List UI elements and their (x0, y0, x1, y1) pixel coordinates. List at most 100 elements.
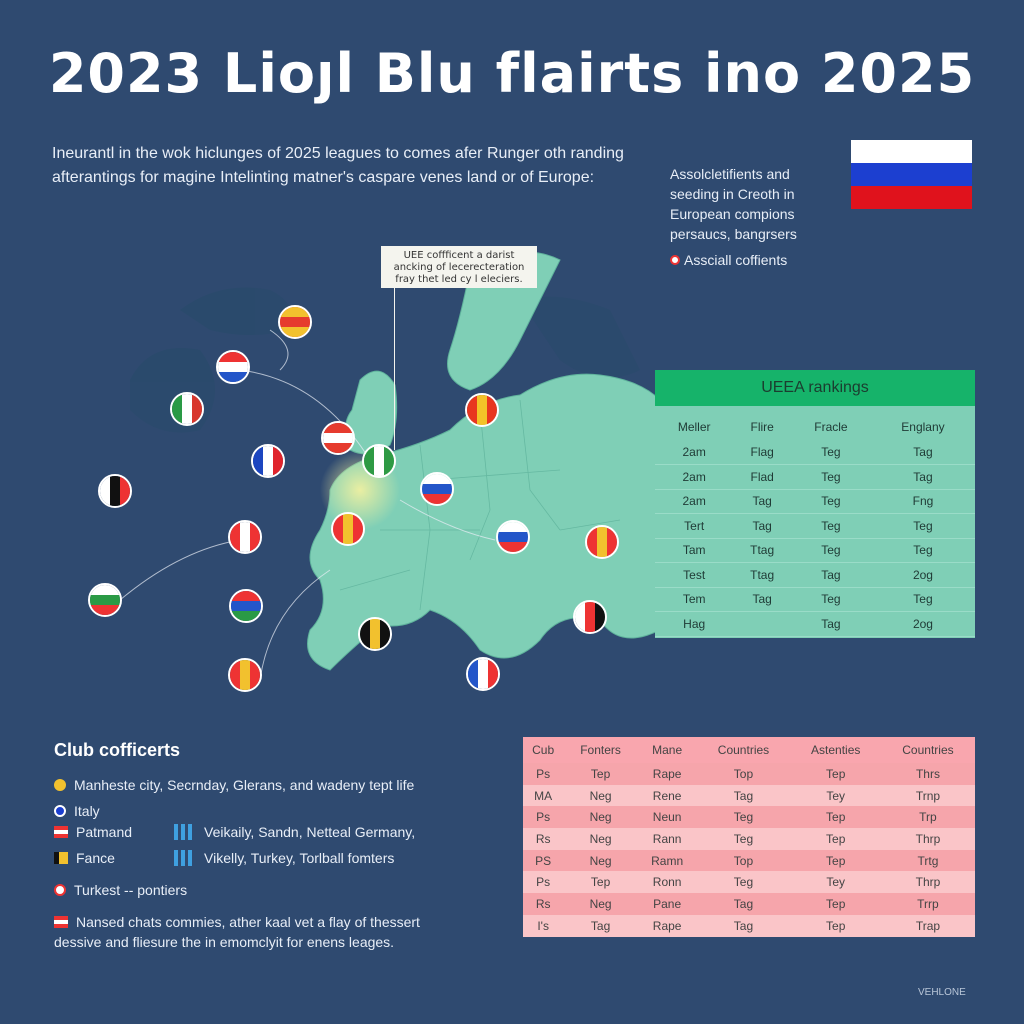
table-cell: Top (696, 763, 791, 785)
europe-map (119, 251, 660, 681)
table-cell: Neg (563, 893, 638, 915)
russia-badge (496, 520, 530, 554)
column-header: Astenties (790, 737, 881, 763)
list-item: Italy (54, 798, 494, 824)
table-cell: Ps (523, 871, 564, 894)
table-row: PS Neg Ramn Top Tep Trtg (523, 849, 975, 872)
list-item: Patmand Veikaily, Sandn, Netteal Germany… (54, 824, 494, 840)
table-cell: Tag (790, 611, 871, 637)
legend-dot-icon (670, 255, 680, 265)
table-cell: Flad (733, 464, 791, 490)
table-cell: 2am (655, 489, 734, 514)
side-legend: Assciall coffients (670, 252, 787, 268)
club-badge (465, 393, 499, 427)
table-cell: Ps (523, 806, 564, 829)
column-header: Countries (696, 737, 791, 763)
club-table-panel: Cub Fonters Mane Countries Astenties Cou… (523, 737, 975, 937)
table-cell: Tep (790, 914, 881, 937)
table-cell: Rene (637, 784, 697, 807)
intro-line: Ineurantl in the wok hiclunges of 2025 l… (52, 145, 624, 162)
club-badge (321, 421, 355, 455)
column-header: Fonters (563, 737, 638, 763)
table-cell: Tag (870, 440, 975, 465)
table-cell: Teg (696, 828, 791, 850)
table-cell: Teg (790, 538, 871, 563)
table-cell: Tey (790, 784, 881, 807)
table-cell: Tag (733, 513, 791, 539)
list-item-label: Italy (74, 803, 100, 819)
table-cell: Teg (870, 587, 975, 612)
table-cell: Teg (696, 871, 791, 894)
table-cell: Tag (790, 562, 871, 588)
club-badge (170, 392, 204, 426)
rankings-panel: UEEA rankings Meller Flire Fracle Englan… (655, 370, 975, 638)
list-item-label: Patmand (76, 824, 133, 840)
table-cell: Tep (790, 806, 881, 829)
column-header: Meller (677, 420, 711, 434)
table-cell: Flag (733, 440, 791, 465)
table-row: Ps Neg Neun Teg Tep Trp (523, 806, 975, 829)
table-cell: Neun (637, 806, 697, 829)
table-cell: Tep (790, 828, 881, 850)
table-cell: Hag (655, 611, 734, 637)
side-legend-label: Assciall coffients (684, 252, 788, 268)
bars-icon (174, 850, 192, 866)
table-cell: Trrp (880, 893, 975, 915)
table-cell: Tag (696, 893, 791, 915)
table-row: 2am Tag Teg Fng (655, 489, 975, 514)
table-cell: Test (655, 562, 734, 588)
footer-mark: VEHLONE (918, 987, 966, 998)
club-badge (98, 474, 132, 508)
table-row: Rs Neg Rann Teg Tep Thrp (523, 828, 975, 850)
flag-icon (54, 916, 68, 928)
paragraph-line: Nansed chats commies, ather kaal vet a f… (76, 914, 420, 930)
table-cell: 2og (870, 562, 975, 588)
table-cell: Teg (790, 513, 871, 539)
table-cell: Teg (790, 587, 871, 612)
club-badge (228, 520, 262, 554)
table-cell: Tep (790, 893, 881, 915)
club-badge (362, 444, 396, 478)
club-dot-icon (54, 884, 66, 896)
list-item-label: Fance (76, 850, 115, 866)
intro-line: afterantings for magine Intelinting matn… (52, 169, 595, 186)
table-cell: Thrp (880, 828, 975, 850)
table-cell: 2am (655, 464, 734, 490)
map-callout: UEE coffficent a darist ancking of lecer… (381, 246, 537, 288)
table-cell: Ronn (637, 871, 697, 894)
table-cell: Rape (637, 914, 697, 937)
table-row: Hag Tag 2og (655, 611, 975, 637)
column-header: Englany (901, 420, 945, 434)
rankings-heading: UEEA rankings (655, 370, 975, 406)
club-section-title: Club cofficerts (54, 740, 181, 760)
club-badge (420, 472, 454, 506)
table-cell: Rs (523, 893, 564, 915)
table-cell: Rs (523, 828, 564, 850)
table-cell: Ttag (733, 562, 791, 588)
table-cell: Tag (733, 489, 791, 514)
table-cell: Thrp (880, 871, 975, 894)
club-table: Cub Fonters Mane Countries Astenties Cou… (523, 737, 975, 937)
table-row: MA Neg Rene Tag Tey Trnp (523, 784, 975, 807)
table-cell: Rann (637, 828, 697, 850)
paragraph-line: dessive and fliesure the in emomclyit fo… (54, 934, 395, 950)
table-cell: Tert (655, 513, 734, 539)
table-row: Ps Tep Rape Top Tep Thrs (523, 763, 975, 785)
club-badge (88, 583, 122, 617)
side-note: Assolcletifients and seeding in Creoth i… (670, 166, 797, 242)
table-cell: Tem (655, 587, 734, 612)
table-row: Rs Neg Pane Tag Tep Trrp (523, 893, 975, 915)
table-row: Tam Ttag Teg Teg (655, 538, 975, 563)
club-badge (585, 525, 619, 559)
table-row: 2am Flad Teg Tag (655, 464, 975, 490)
club-badge (216, 350, 250, 384)
table-cell: Tag (696, 784, 791, 807)
table-cell: Teg (696, 806, 791, 829)
list-item: Fance Vikelly, Turkey, Torlball fomters (54, 850, 494, 866)
table-cell: Tag (870, 464, 975, 490)
table-row: Tert Tag Teg Teg (655, 513, 975, 539)
table-cell: MA (523, 784, 564, 807)
table-row: 2am Flag Teg Tag (655, 440, 975, 465)
list-item-label: Turkest -- pontiers (74, 882, 188, 898)
table-cell: Tep (790, 763, 881, 785)
